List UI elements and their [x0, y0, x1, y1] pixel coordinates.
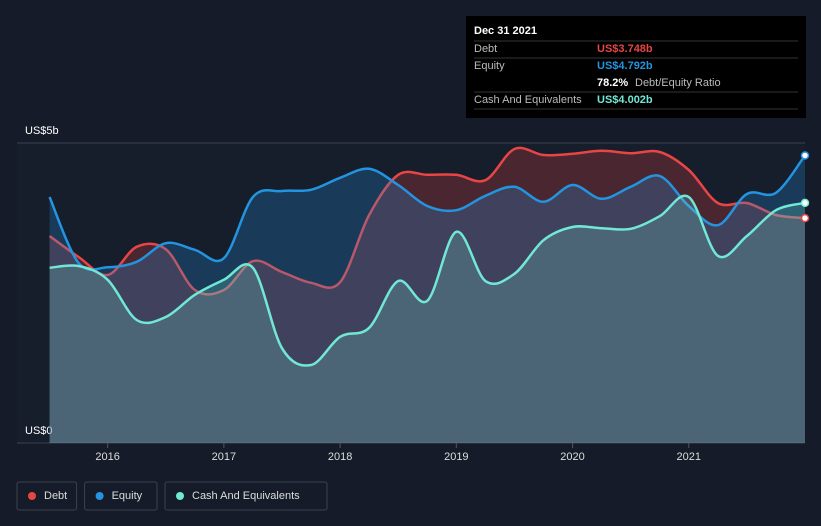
line	[48, 154, 807, 271]
y-tick-label: US$5b	[25, 125, 59, 137]
area	[49, 195, 805, 443]
area	[49, 147, 805, 443]
legend-item[interactable]	[84, 481, 158, 511]
y-tick-label: US$0	[25, 425, 53, 437]
end-marker	[800, 151, 810, 160]
legend: Debt Equity Cash And Equivalents	[16, 481, 328, 511]
plot-area	[17, 143, 805, 443]
tooltip-value: US$4.002b	[597, 94, 653, 106]
tooltip-label: Equity	[474, 60, 505, 72]
end-marker	[800, 198, 810, 208]
tooltip-label: Cash And Equivalents	[474, 94, 582, 106]
end-marker	[800, 213, 810, 223]
x-tick-label: 2017	[212, 451, 236, 463]
tooltip-label: Debt	[474, 43, 497, 55]
tooltip: Dec 31 2021 Debt US$3.748b Equity US$4.7…	[466, 16, 806, 118]
tooltip-value: US$4.792b	[597, 60, 653, 72]
x-tick-label: 2016	[95, 451, 119, 463]
legend-label: Cash And Equivalents	[192, 490, 300, 502]
tooltip-date: Dec 31 2021	[474, 25, 537, 37]
legend-swatch	[95, 492, 104, 500]
tooltip-ratio-label: Debt/Equity Ratio	[635, 77, 721, 89]
x-tick-label: 2020	[560, 451, 584, 463]
legend-item[interactable]	[164, 481, 328, 511]
plot: US$0 US$5b 2016 2017 2018 2019 2020 2021	[17, 125, 810, 463]
legend-item[interactable]	[16, 481, 78, 511]
legend-label: Debt	[44, 490, 67, 502]
legend-swatch	[28, 492, 36, 500]
legend-swatch	[176, 492, 184, 500]
line	[49, 194, 806, 367]
line	[48, 146, 806, 296]
legend-label: Equity	[112, 490, 143, 502]
tooltip-value: US$3.748b	[597, 43, 653, 55]
x-tick-label: 2021	[677, 451, 701, 463]
tooltip-ratio: 78.2%	[597, 77, 628, 89]
tooltip-box	[466, 16, 806, 118]
x-tick-label: 2018	[328, 451, 352, 463]
x-tick-label: 2019	[444, 451, 468, 463]
